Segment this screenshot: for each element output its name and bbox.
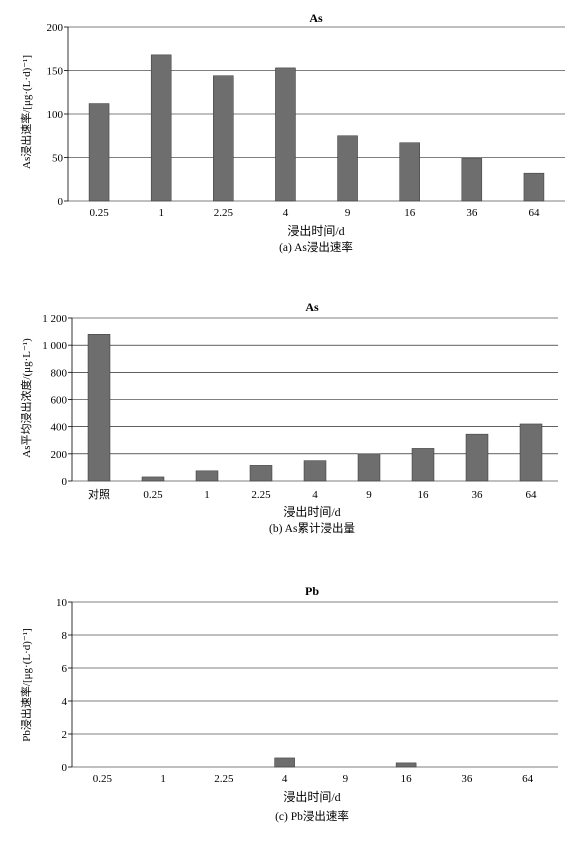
panel-a-y-axis-label: As浸出速率/[μg·(L·d)⁻¹]: [19, 55, 33, 169]
panel-a-y-ticks: 0 50 100 150 200: [47, 22, 69, 208]
panel-a-bar-5: [399, 142, 420, 202]
panel-b-x-axis-label: 浸出时间/d: [283, 505, 340, 519]
panel-b-x-tick-label: 9: [366, 489, 372, 501]
panel-a-x-tick-label: 64: [528, 207, 540, 219]
panel-b-bar-3: [249, 465, 273, 482]
panel-a-x-ticks: 0.25 1 2.25 4 9 16 36 64: [89, 207, 540, 219]
panel-a-y-tick-label: 200: [47, 22, 64, 34]
panel-c-y-tick-label: 0: [62, 762, 68, 774]
panel-b-y-tick-label: 200: [51, 449, 68, 461]
panel-b-y-tick-label: 600: [51, 395, 68, 407]
panel-a-y-tick-label: 100: [47, 109, 64, 121]
panel-a-bar-2: [213, 75, 234, 202]
panel-a-grid: [68, 26, 565, 202]
panel-b-y-axis-label: As平均浸出浓度/(μg·L⁻¹): [19, 338, 33, 458]
panel-c-grid: [72, 601, 558, 768]
panel-b-title: As: [305, 300, 319, 314]
panel-a-bar-1: [150, 54, 172, 202]
panel-c-x-tick-label: 2.25: [214, 773, 234, 785]
panel-b-x-tick-label: 64: [526, 489, 538, 501]
panel-c-pb-leaching-rate: Pb Pb浸出速率/[μg·(L·d)⁻¹] 0 2 4 6 8 10 0.25 1 2.25…: [19, 584, 558, 823]
panel-b-bar-0: [87, 334, 111, 482]
panel-a-x-tick-label: 16: [404, 207, 416, 219]
panel-b-bars: [87, 334, 543, 482]
panel-b-x-ticks: 对照 0.25 1 2.25 4 9 16 36 64: [88, 487, 537, 501]
panel-a-y-tick-label: 50: [52, 153, 64, 165]
panel-b-x-tick-label: 0.25: [143, 489, 163, 501]
panel-c-bars: [274, 757, 417, 768]
panel-b-x-tick-label: 2.25: [251, 489, 271, 501]
panel-c-x-tick-label: 36: [461, 773, 473, 785]
panel-b-x-tick-label: 对照: [88, 487, 110, 501]
panel-c-bar-3: [274, 757, 295, 768]
panel-a-x-axis-label: 浸出时间/d: [287, 224, 344, 238]
panel-b-x-tick-label: 4: [312, 489, 318, 501]
panel-b-bar-7: [465, 433, 489, 482]
panel-c-x-tick-label: 64: [522, 773, 534, 785]
panel-a-bars: [88, 54, 545, 202]
panel-b-x-tick-label: 16: [418, 489, 430, 501]
panel-b-x-tick-label: 36: [472, 489, 484, 501]
panel-c-y-tick-label: 2: [62, 729, 68, 741]
panel-a-as-leaching-rate: As As浸出速率/[μg·(L·d)⁻¹] 0 50 100 150 200 0.25…: [19, 11, 565, 254]
panel-b-bar-6: [411, 448, 435, 482]
panel-a-x-tick-label: 9: [345, 207, 351, 219]
panel-a-bar-6: [461, 158, 483, 202]
panel-b-y-tick-label: 1 200: [42, 313, 67, 325]
panel-c-x-tick-label: 1: [160, 773, 166, 785]
panel-b-caption: (b) As累计浸出量: [269, 521, 355, 535]
panel-a-x-tick-label: 4: [283, 207, 289, 219]
panel-b-bar-2: [195, 470, 219, 482]
panel-b-y-tick-label: 800: [51, 367, 68, 379]
panel-b-y-tick-label: 1 000: [42, 340, 67, 352]
panel-c-y-tick-label: 4: [62, 696, 68, 708]
panel-a-bar-7: [523, 172, 545, 202]
panel-b-as-cumulative: As As平均浸出浓度/(μg·L⁻¹) 0 200 400 600 800 1 000 1…: [19, 300, 558, 535]
panel-a-y-tick-label: 150: [47, 66, 64, 78]
panel-a-x-tick-label: 0.25: [89, 207, 109, 219]
panel-a-caption: (a) As浸出速率: [279, 240, 353, 254]
panel-c-y-tick-label: 10: [56, 597, 68, 609]
panel-b-bar-5: [357, 453, 381, 482]
panel-c-bar-5: [395, 762, 417, 768]
panel-b-y-ticks: 0 200 400 600 800 1 000 1 200: [42, 313, 73, 488]
panel-c-x-tick-label: 0.25: [93, 773, 113, 785]
panel-b-bar-4: [303, 460, 327, 482]
panel-b-bar-8: [519, 423, 543, 482]
panel-b-y-tick-label: 400: [51, 422, 68, 434]
panel-a-bar-4: [337, 135, 358, 202]
panel-c-y-axis-label: Pb浸出速率/[μg·(L·d)⁻¹]: [19, 628, 33, 741]
panel-a-x-tick-label: 36: [466, 207, 478, 219]
panel-a-title: As: [309, 11, 323, 25]
panel-b-bar-1: [141, 476, 165, 482]
panel-c-x-tick-label: 16: [401, 773, 413, 785]
panel-c-x-ticks: 0.25 1 2.25 4 9 16 36 64: [93, 773, 534, 785]
panel-c-y-tick-label: 6: [62, 663, 68, 675]
panel-a-y-tick-label: 0: [58, 196, 64, 208]
panel-c-y-tick-label: 8: [62, 630, 68, 642]
panel-c-title: Pb: [305, 584, 319, 598]
panel-a-x-tick-label: 2.25: [214, 207, 234, 219]
panel-c-y-ticks: 0 2 4 6 8 10: [56, 597, 73, 774]
panel-a-bar-3: [275, 67, 296, 202]
panel-b-y-tick-label: 0: [62, 476, 68, 488]
panel-c-x-tick-label: 4: [282, 773, 288, 785]
panel-c-x-axis-label: 浸出时间/d: [283, 790, 340, 804]
panel-a-bar-0: [88, 103, 110, 202]
panel-c-caption: (c) Pb浸出速率: [275, 809, 349, 823]
panel-a-x-tick-label: 1: [158, 207, 164, 219]
panel-b-x-tick-label: 1: [204, 489, 210, 501]
panel-c-x-tick-label: 9: [343, 773, 349, 785]
